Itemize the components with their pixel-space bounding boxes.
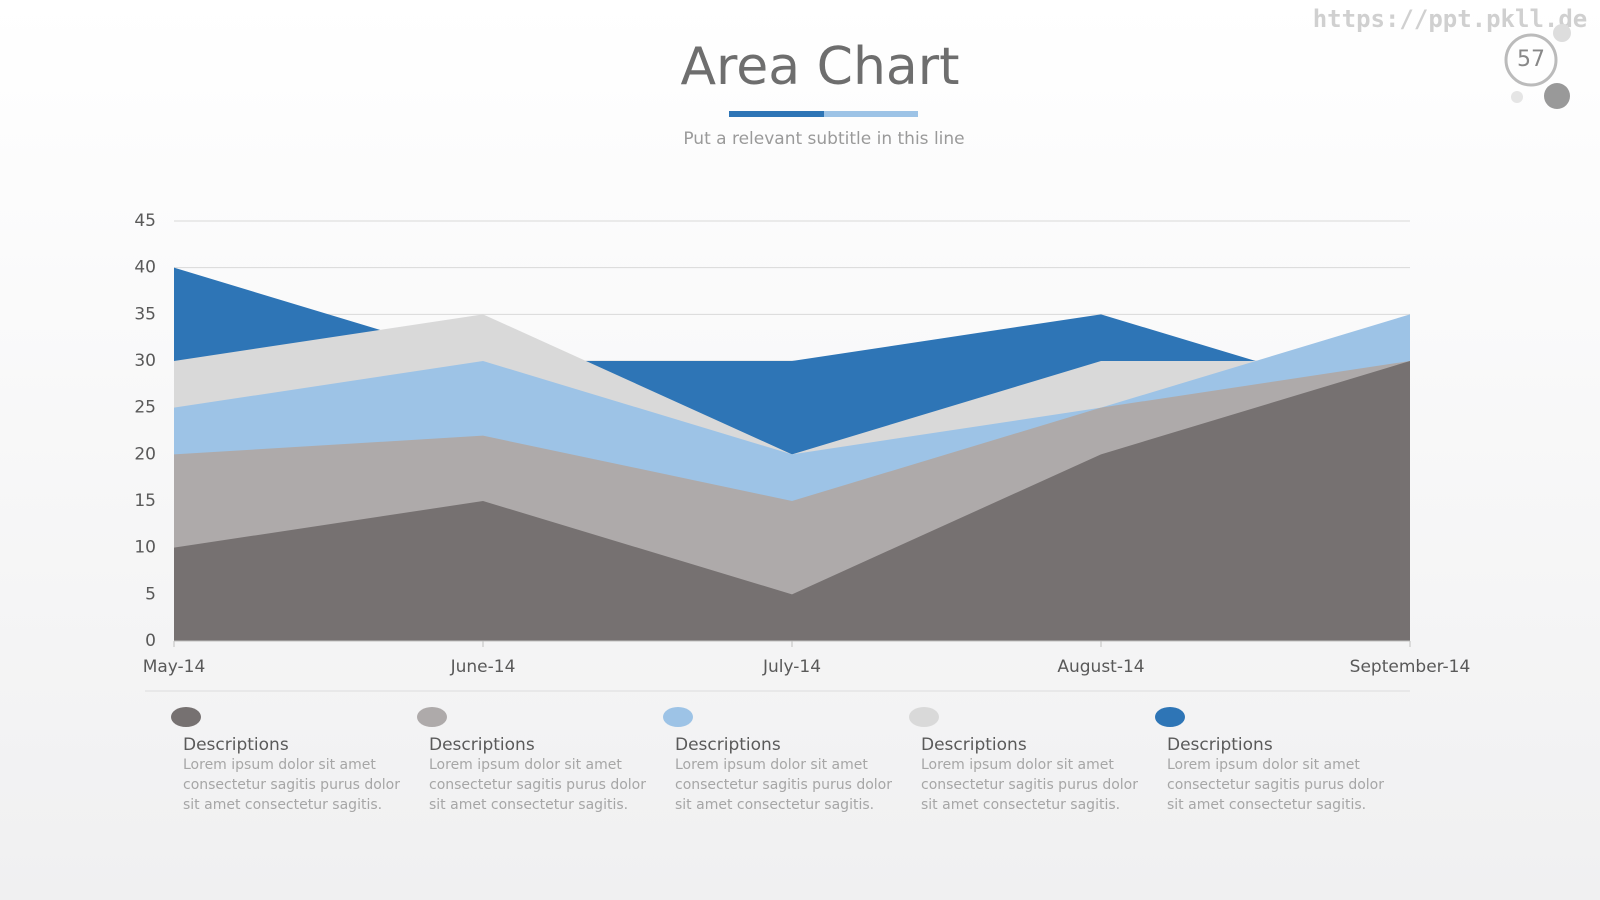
page-badge [1504, 33, 1558, 87]
y-tick-label: 0 [145, 631, 156, 651]
legend-label: Descriptions [1167, 735, 1273, 755]
page-number: 57 [1517, 47, 1545, 72]
area [174, 361, 1410, 641]
decoration [1544, 83, 1570, 109]
legend-description: Lorem ipsum dolor sit amet consectetur s… [183, 757, 400, 813]
legend-description: Lorem ipsum dolor sit amet consectetur s… [675, 757, 892, 813]
legend-label: Descriptions [921, 735, 1027, 755]
y-tick-label: 5 [145, 584, 156, 604]
decoration [1511, 91, 1523, 103]
legend-swatch [171, 707, 201, 727]
legend-swatch [417, 707, 447, 727]
legend-label: Descriptions [183, 735, 289, 755]
y-tick-label: 10 [134, 538, 156, 558]
legend-description: Lorem ipsum dolor sit amet consectetur s… [429, 757, 646, 813]
legend-swatch [909, 707, 939, 727]
x-tick-label: August-14 [1057, 657, 1144, 677]
x-tick-label: September-14 [1350, 657, 1471, 677]
y-tick-label: 20 [134, 444, 156, 464]
legend-description: Lorem ipsum dolor sit amet consectetur s… [921, 757, 1138, 813]
x-tick-label: May-14 [143, 657, 206, 677]
legend-swatch [663, 707, 693, 727]
legend-item: Descriptions Lorem ipsum dolor sit amet c… [429, 715, 664, 815]
title-underline [824, 111, 918, 117]
y-tick-label: 35 [134, 304, 156, 324]
watermark: https://ppt.pkll.de [1313, 5, 1588, 33]
chart-title: Area Chart [680, 37, 959, 97]
decoration [1553, 24, 1571, 42]
legend-label: Descriptions [429, 735, 535, 755]
legend-label: Descriptions [675, 735, 781, 755]
legend-item: Descriptions Lorem ipsum dolor sit amet c… [183, 715, 418, 815]
chart-subtitle: Put a relevant subtitle in this line [683, 129, 964, 149]
legend-item: Descriptions Lorem ipsum dolor sit amet c… [1167, 715, 1402, 815]
y-tick-label: 45 [134, 211, 156, 231]
legend-item: Descriptions Lorem ipsum dolor sit amet c… [921, 715, 1156, 815]
legend-description: Lorem ipsum dolor sit amet consectetur s… [1167, 757, 1384, 813]
x-tick-label: June-14 [450, 657, 516, 677]
y-tick-label: 15 [134, 491, 156, 511]
legend-item: Descriptions Lorem ipsum dolor sit amet c… [675, 715, 910, 815]
title-underline [729, 111, 824, 117]
y-tick-label: 30 [134, 351, 156, 371]
y-tick-label: 25 [134, 398, 156, 418]
legend-swatch [1155, 707, 1185, 727]
y-tick-label: 40 [134, 258, 156, 278]
x-tick-label: July-14 [762, 657, 821, 677]
